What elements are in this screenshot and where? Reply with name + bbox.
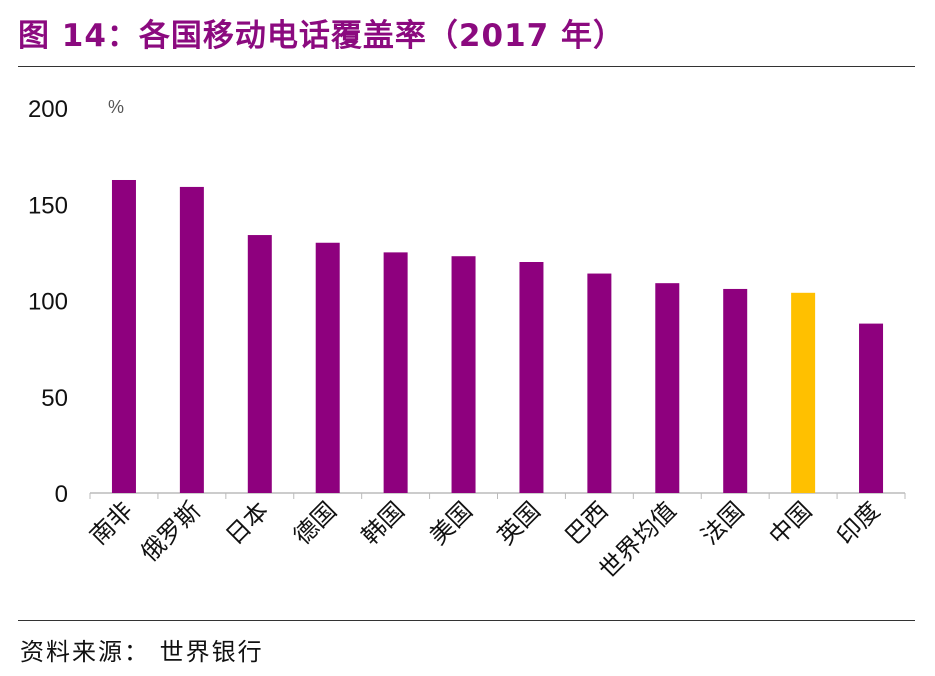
top-divider — [18, 66, 915, 67]
bar-10 — [791, 292, 816, 493]
bar-7 — [587, 273, 612, 493]
y-tick-label: 200 — [28, 96, 68, 123]
x-tick-label: 韩国 — [356, 496, 410, 550]
y-axis-unit: % — [108, 97, 124, 117]
x-tick-label: 巴西 — [560, 496, 614, 550]
x-tick-label: 法国 — [696, 496, 750, 550]
x-tick-label: 世界均值 — [594, 496, 682, 584]
y-tick-label: 150 — [28, 192, 68, 219]
x-tick-label: 南非 — [84, 496, 138, 550]
chart-title: 图 14：各国移动电话覆盖率（2017 年） — [18, 18, 626, 54]
bar-3 — [315, 242, 340, 493]
bar-8 — [655, 283, 680, 493]
x-tick-label: 印度 — [832, 496, 886, 550]
x-tick-label: 英国 — [492, 496, 546, 550]
bar-9 — [723, 288, 748, 493]
bar-6 — [519, 262, 544, 493]
y-tick-label: 50 — [41, 385, 68, 412]
source-note: 资料来源： 世界银行 — [20, 638, 264, 666]
x-tick-label: 美国 — [424, 496, 478, 550]
x-tick-label: 中国 — [764, 496, 818, 550]
bar-4 — [383, 252, 408, 493]
x-tick-label: 俄罗斯 — [135, 496, 206, 567]
y-tick-label: 0 — [55, 481, 68, 508]
bar-5 — [451, 256, 476, 493]
bar-1 — [179, 186, 204, 494]
bottom-divider — [18, 620, 915, 621]
x-tick-label: 日本 — [220, 496, 274, 550]
bar-11 — [859, 323, 884, 493]
y-tick-label: 100 — [28, 289, 68, 316]
bar-2 — [247, 235, 272, 494]
x-tick-label: 德国 — [288, 496, 342, 550]
bar-0 — [111, 179, 136, 493]
